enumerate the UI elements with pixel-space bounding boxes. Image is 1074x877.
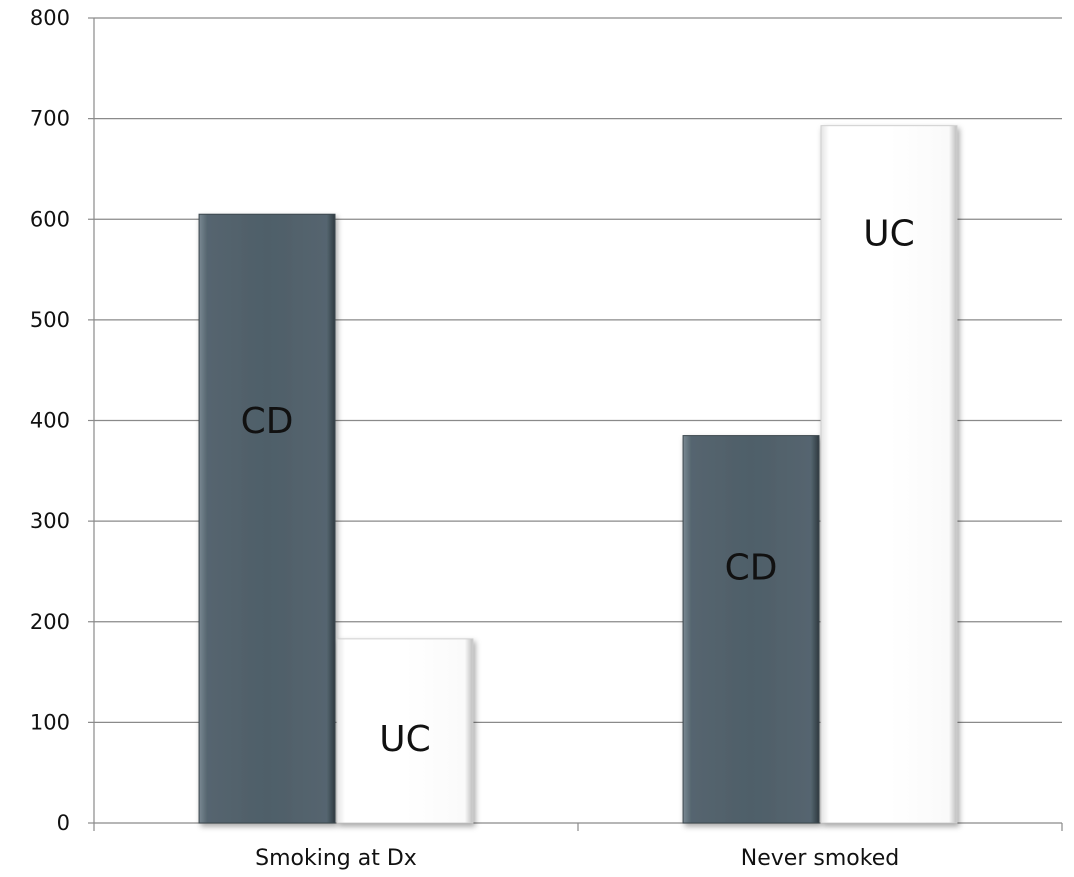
y-tick-label: 500 — [30, 308, 70, 332]
y-tick-label: 700 — [30, 107, 70, 131]
labels: Smoking at Dx CD UC Never smoked CD UC — [241, 214, 915, 871]
bar-cd-0 — [198, 213, 336, 824]
bar-label-cd-0: CD — [241, 401, 294, 442]
axes: 0 100 200 300 400 500 600 700 800 — [30, 6, 1063, 835]
y-tick-label: 200 — [30, 610, 70, 634]
bar-label-cd-1: CD — [725, 547, 778, 588]
bars — [198, 125, 958, 824]
bar-uc-0 — [336, 638, 474, 824]
y-tick-label: 100 — [30, 710, 70, 734]
bar-cd-1 — [682, 435, 820, 824]
bar-label-uc-0: UC — [379, 719, 431, 760]
y-tick-label: 300 — [30, 509, 70, 533]
bar-label-uc-1: UC — [863, 214, 915, 255]
y-tick-label: 600 — [30, 207, 70, 231]
x-category-label: Smoking at Dx — [255, 846, 417, 871]
y-tick-label: 800 — [30, 6, 70, 30]
x-category-label: Never smoked — [741, 846, 899, 871]
y-tick-label: 400 — [30, 409, 70, 433]
bar-uc-1 — [820, 125, 958, 824]
y-tick-label: 0 — [57, 811, 70, 835]
